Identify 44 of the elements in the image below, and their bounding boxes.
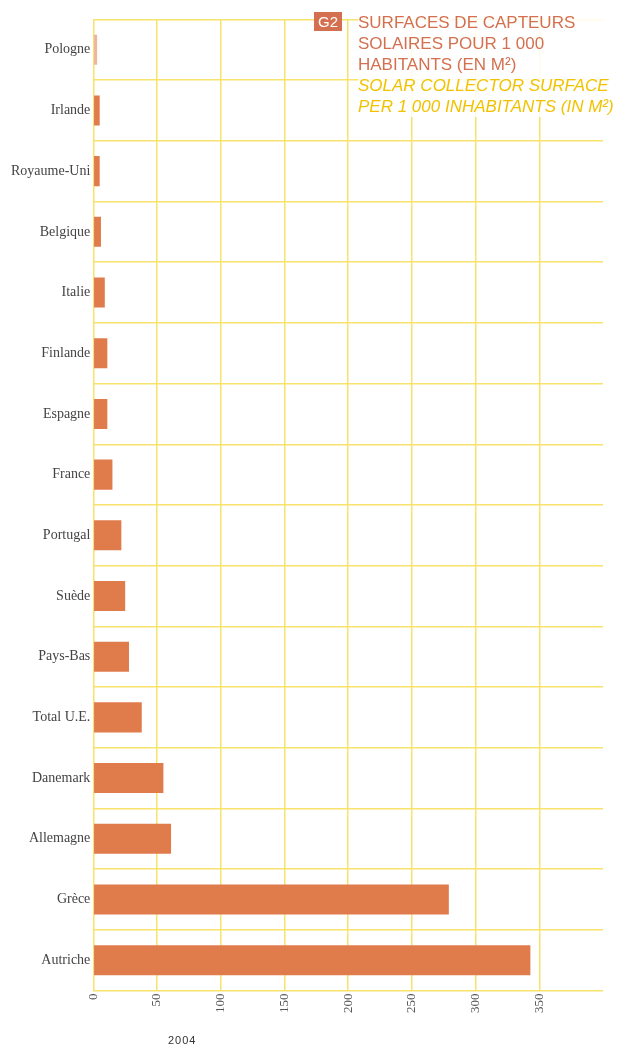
y-tick-label: Pays-Bas [38,648,91,664]
x-tick-label: 100 [212,993,228,1013]
x-tick-label: 350 [530,993,546,1013]
y-tick-label: Espagne [42,405,91,421]
y-tick-label: Belgique [39,223,91,239]
bar [94,520,122,551]
y-tick-label: Finlande [41,344,91,360]
text: 2004 [168,1034,197,1046]
bar [94,398,108,429]
bar [94,338,108,369]
bar [94,763,164,794]
y-tick-label: Italie [61,284,91,300]
y-tick-label: Allemagne [28,830,91,846]
bar [94,277,105,308]
bar [94,945,531,976]
bar [94,702,142,733]
bar [94,641,129,672]
y-tick-label: Total U.E. [32,709,91,725]
y-tick-label: Autriche [41,951,91,967]
bar [94,823,172,854]
annotation: G2 [314,12,343,31]
y-tick-label: Royaume-Uni [10,162,91,178]
text: SURFACES DE CAPTEURS SOLAIRES POUR 1 000 HABITANTS (EN M²) [358,12,577,75]
y-tick-label: Suède [56,587,91,603]
bar [94,216,101,247]
bar [94,580,126,612]
y-tick-label: Pologne [44,41,91,57]
x-tick-label: 50 [148,993,164,1007]
y-tick-label: Danemark [32,769,91,785]
bar [94,34,98,65]
y-tick-label: Portugal [42,526,91,542]
x-tick-label: 250 [403,993,419,1013]
text: SOLAR COLLECTOR SURFACE PER 1 000 INHABITANTS (IN M²) [358,75,615,117]
bar [94,95,100,126]
y-tick-label: Irlande [50,102,91,118]
bar [94,884,449,915]
bar [94,156,100,187]
bar [94,459,113,490]
x-tick-label: 150 [275,993,291,1013]
y-tick-label: Grèce [56,891,91,907]
x-tick-label: 200 [339,993,355,1013]
x-tick-label: 0 [84,993,100,1000]
y-tick-label: France [52,466,91,482]
x-tick-label: 300 [467,993,482,1013]
